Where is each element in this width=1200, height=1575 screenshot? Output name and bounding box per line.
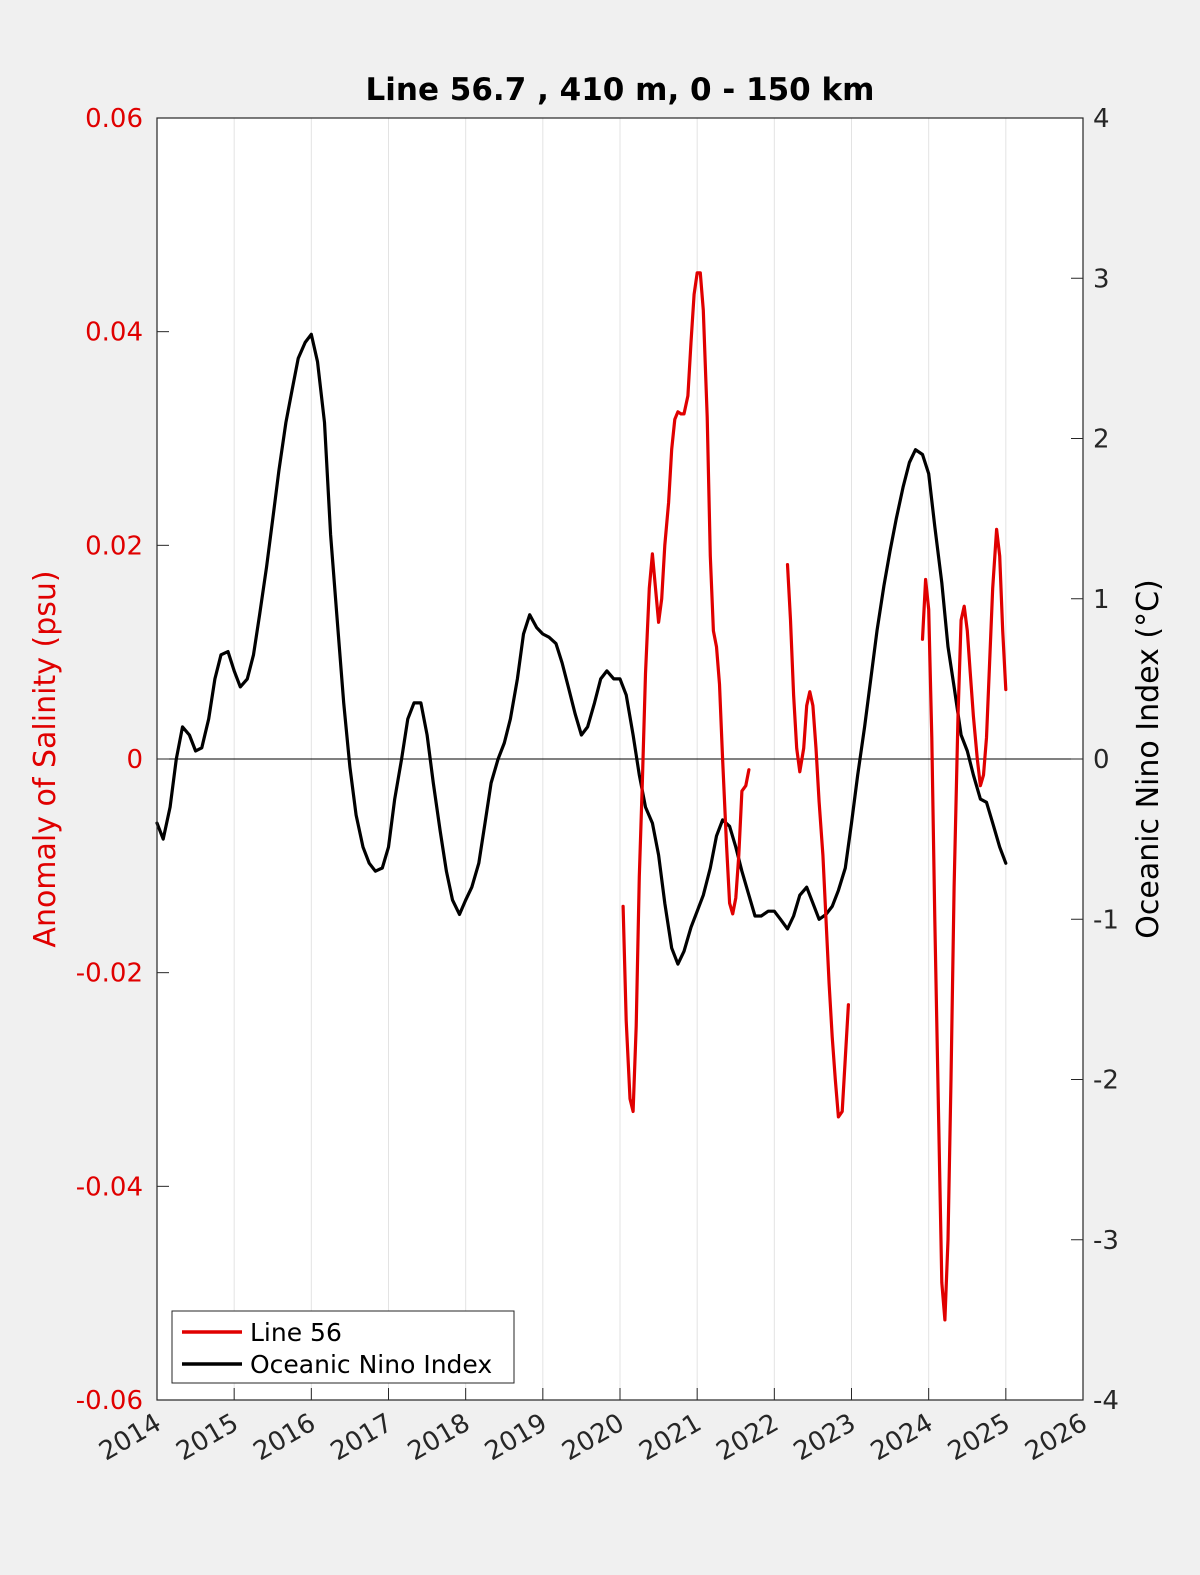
- right-tick-label: 0: [1093, 745, 1110, 775]
- right-tick-label: -1: [1093, 905, 1119, 935]
- series-lines: [155, 271, 1008, 1322]
- legend-label-oni: Oceanic Nino Index: [250, 1350, 492, 1379]
- right-tick-label: 4: [1093, 104, 1110, 134]
- left-axis-label: Anomaly of Salinity (psu): [28, 570, 63, 947]
- right-tick-label: 2: [1093, 425, 1110, 455]
- left-tick-label: 0: [126, 745, 143, 775]
- oni-series-line: [155, 332, 1008, 966]
- right-tick-label: -3: [1093, 1226, 1119, 1256]
- left-tick-label: 0.04: [85, 318, 143, 348]
- left-tick-label: -0.06: [76, 1386, 143, 1416]
- right-tick-label: -2: [1093, 1066, 1119, 1096]
- salinity-series-line: [785, 563, 850, 1119]
- chart-title: Line 56.7 , 410 m, 0 - 150 km: [366, 72, 875, 108]
- salinity-series-line: [920, 527, 1008, 1322]
- right-tick-label: 1: [1093, 585, 1110, 615]
- legend-label-line-56: Line 56: [250, 1318, 342, 1347]
- left-tick-label: 0.06: [85, 104, 143, 134]
- right-axis-label: Oceanic Nino Index (°C): [1131, 579, 1166, 939]
- legend-box: [171, 1310, 515, 1384]
- salinity-series-line: [621, 271, 751, 1114]
- left-tick-label: 0.02: [85, 531, 143, 561]
- legend: Line 56 Oceanic Nino Index: [171, 1310, 515, 1384]
- right-tick-label: -4: [1093, 1386, 1119, 1416]
- left-tick-label: -0.04: [76, 1172, 143, 1202]
- right-tick-label: 3: [1093, 264, 1110, 294]
- left-tick-label: -0.02: [76, 959, 143, 989]
